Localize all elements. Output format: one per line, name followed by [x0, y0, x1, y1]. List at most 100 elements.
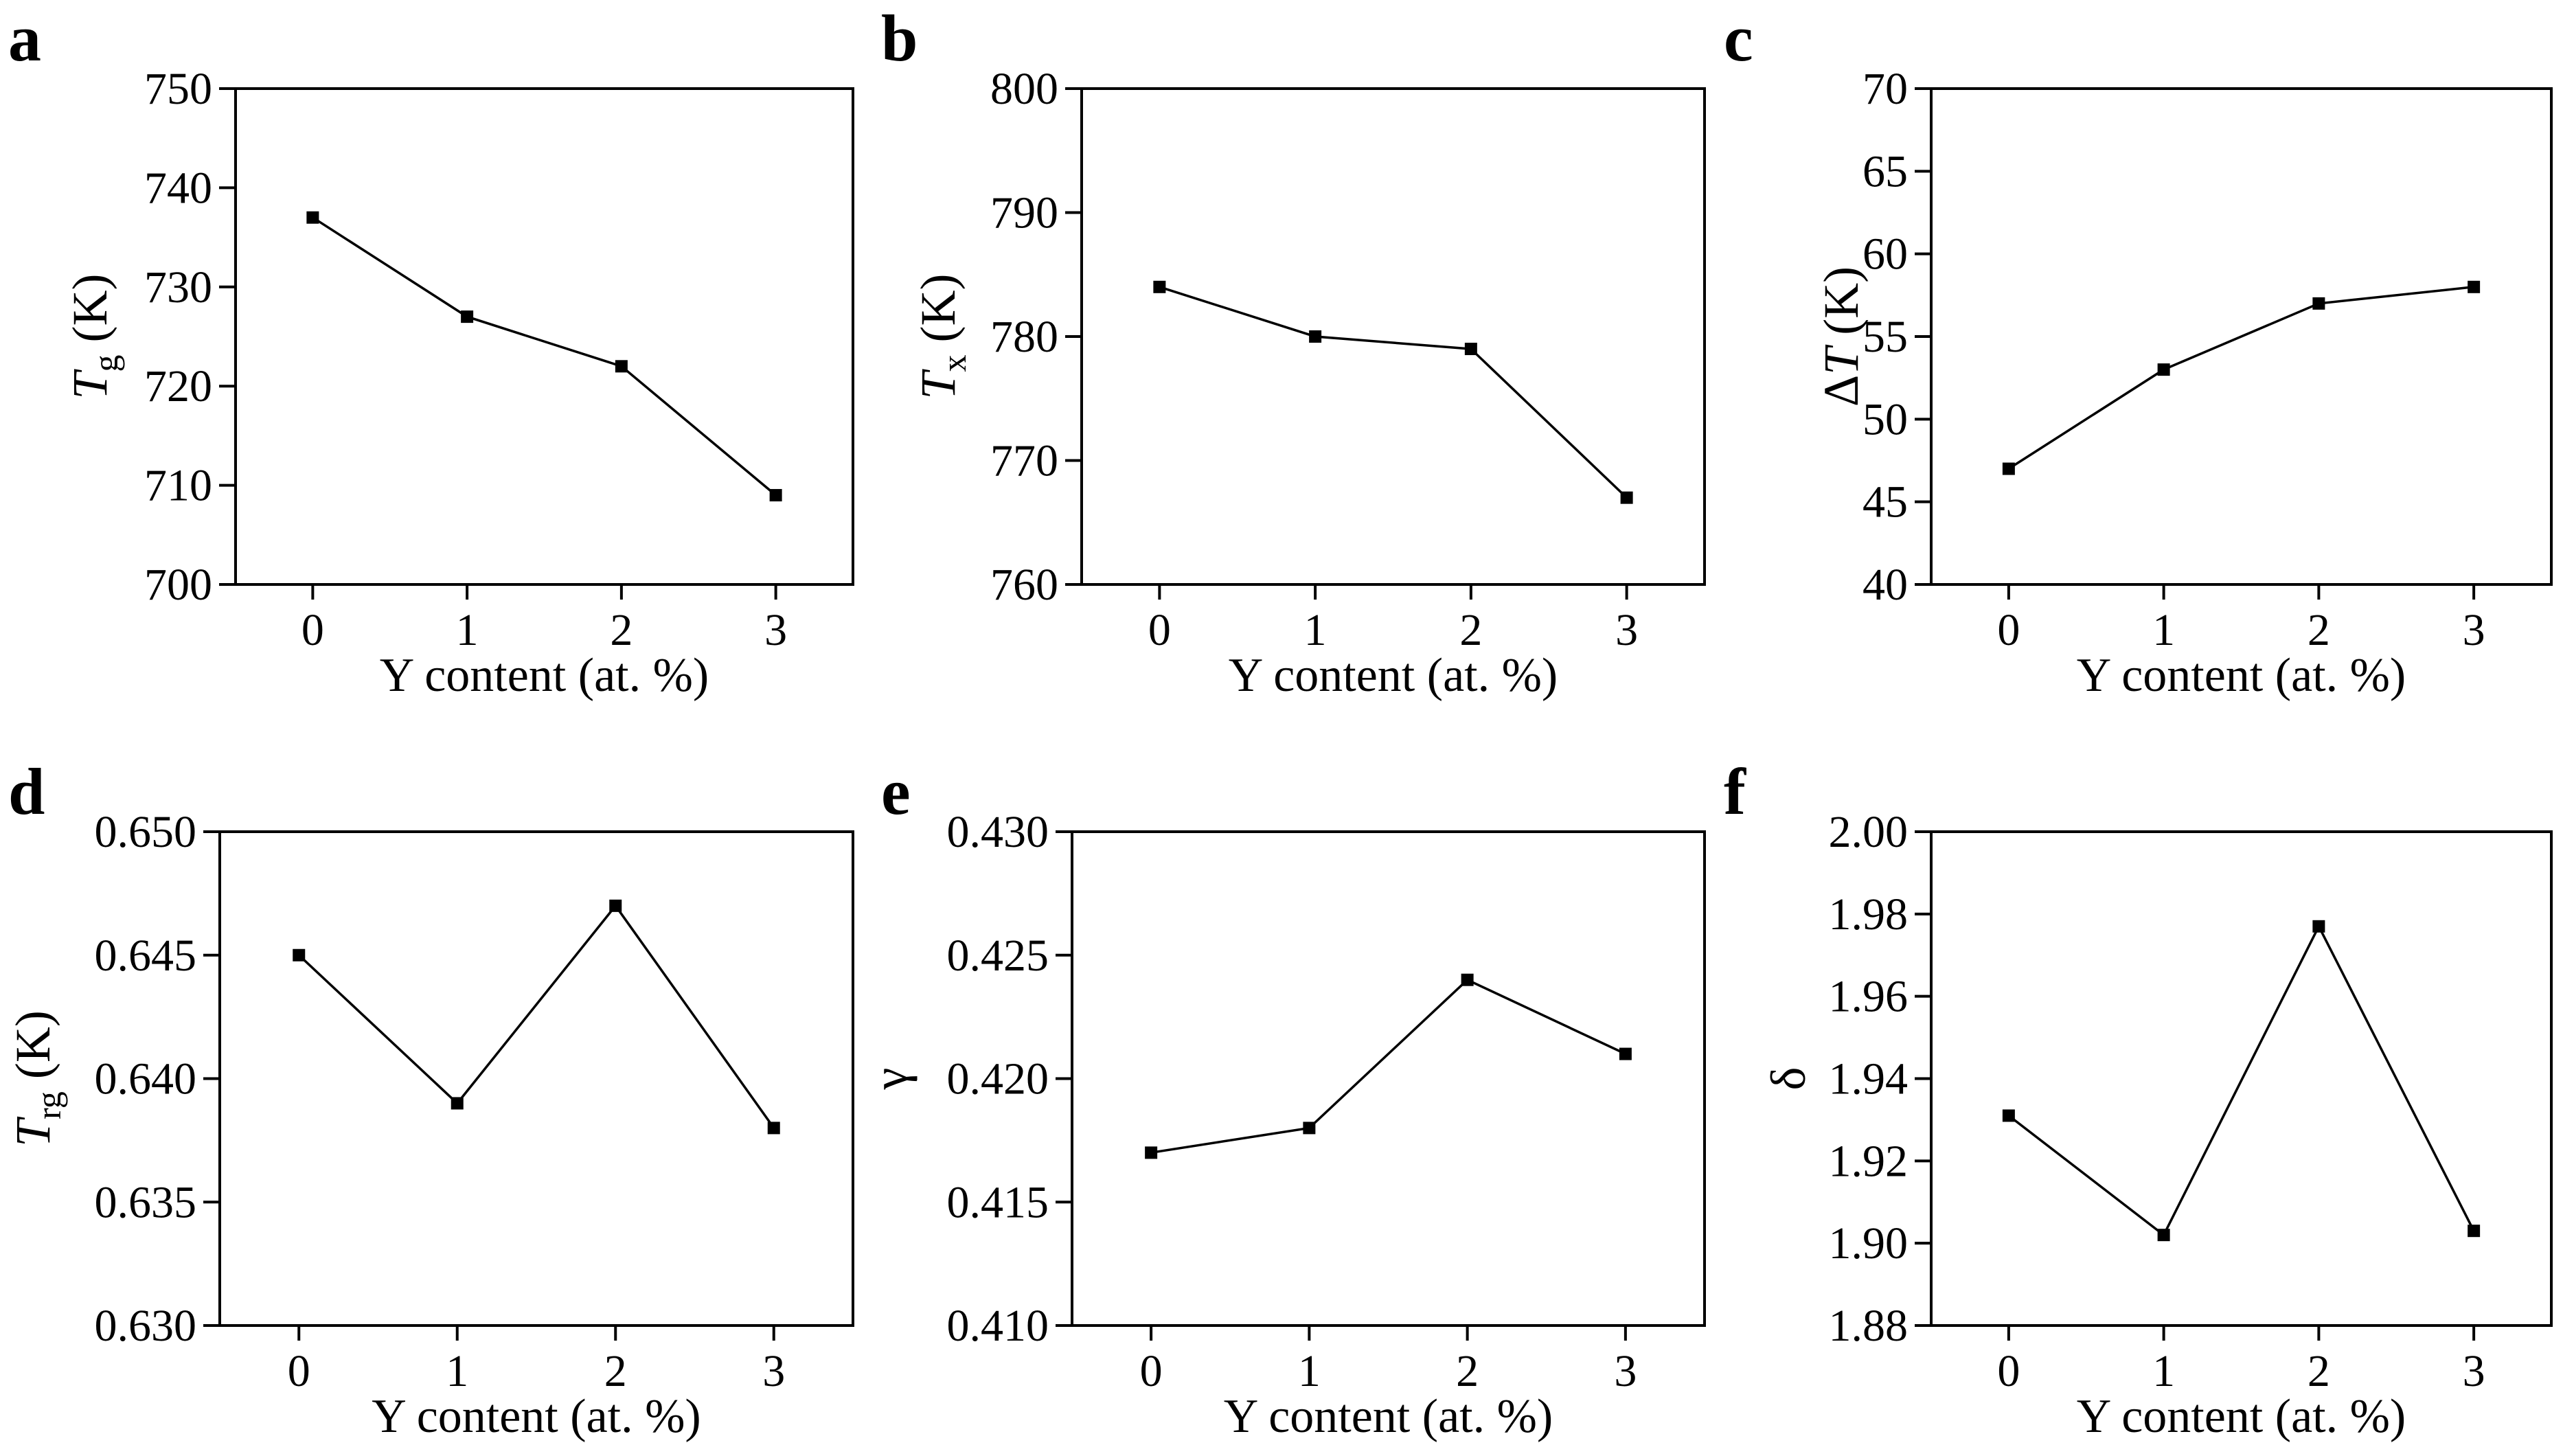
y-tick-label: 720 [144, 361, 212, 411]
plot-frame [234, 87, 854, 586]
y-tick-label: 780 [990, 312, 1058, 362]
x-tick-label: 0 [301, 605, 324, 655]
panel-letter: c [1724, 1, 1753, 75]
y-axis-label-text: δ [1761, 1067, 1816, 1091]
y-axis-label-unit: (K) [1814, 266, 1869, 348]
x-tick-label: 3 [762, 1346, 785, 1396]
y-axis-label-symbol: T [62, 369, 117, 400]
x-tick-label: 0 [1140, 1346, 1163, 1396]
panel-letter: d [8, 755, 45, 828]
data-point [2157, 1229, 2170, 1242]
y-tick-label: 770 [990, 436, 1058, 486]
x-tick-label: 0 [1997, 605, 2020, 655]
x-tick-label: 1 [1304, 605, 1327, 655]
plot-frame [1080, 87, 1706, 586]
panel-d: d 0.630 0.635 0.640 0.645 0.650 0 1 2 3 Y content … [5, 755, 854, 1443]
y-axis-label-unit: (K) [62, 274, 117, 355]
y-tick-label: 0.640 [95, 1054, 197, 1104]
panel-letter: e [881, 755, 911, 828]
y-tick-label: 0.650 [95, 807, 197, 857]
y-axis-label: Tg (K) [62, 274, 125, 400]
panel-e: e 0.410 0.415 0.420 0.425 0.430 0 1 2 3 Y content … [863, 755, 1706, 1443]
y-tick-label: 700 [144, 560, 212, 610]
data-point [451, 1097, 464, 1110]
y-tick-label: 45 [1863, 477, 1908, 527]
series-line [1159, 286, 1628, 499]
y-axis-label-text: γ [863, 1068, 918, 1091]
y-tick-label: 55 [1863, 312, 1908, 362]
x-tick-label: 3 [2463, 605, 2485, 655]
x-axis-label: Y content (at. %) [2077, 1390, 2406, 1443]
data-point [1303, 1122, 1316, 1135]
data-point [1309, 330, 1322, 343]
y-axis-label-subscript: g [87, 354, 125, 372]
series-line [1150, 978, 1626, 1154]
x-tick-label: 2 [2308, 605, 2330, 655]
series-line [298, 903, 775, 1129]
data-point [2468, 280, 2481, 293]
x-axis-label: Y content (at. %) [2077, 649, 2406, 702]
y-axis-label: Tx (K) [911, 274, 973, 400]
y-tick-label: 0.425 [947, 931, 1049, 981]
x-tick-label: 3 [1614, 1346, 1637, 1396]
plot-frame [218, 830, 854, 1327]
y-tick-label: 1.98 [1829, 889, 1909, 940]
y-tick-label: 0.630 [95, 1301, 197, 1351]
y-tick-label: 790 [990, 188, 1058, 238]
y-axis-label-symbol: T [5, 1116, 60, 1147]
x-axis-label: Y content (at. %) [1229, 649, 1558, 702]
y-tick-label: 750 [144, 64, 212, 114]
panel-letter: a [8, 1, 41, 75]
y-tick-label: 1.96 [1829, 972, 1909, 1022]
x-tick-label: 2 [604, 1346, 627, 1396]
x-tick-label: 1 [2152, 605, 2175, 655]
y-tick-label: 0.635 [95, 1177, 197, 1227]
data-point [767, 1122, 780, 1135]
y-tick-label: 70 [1863, 64, 1908, 114]
y-tick-label: 0.420 [947, 1054, 1049, 1104]
x-tick-label: 1 [1298, 1346, 1321, 1396]
data-point [306, 211, 319, 224]
y-tick-label: 740 [144, 163, 212, 213]
x-tick-label: 3 [1615, 605, 1638, 655]
y-axis-label-symbol: T [911, 369, 966, 400]
data-point [769, 489, 782, 502]
x-tick-label: 3 [2463, 1346, 2485, 1396]
series-line [2007, 923, 2475, 1237]
series-line [2007, 286, 2474, 470]
data-point [1464, 343, 1477, 356]
y-tick-label: 0.645 [95, 931, 197, 981]
x-tick-label: 1 [446, 1346, 468, 1396]
y-axis-label: ΔT (K) [1814, 266, 1869, 407]
y-axis-label-unit: (K) [5, 1010, 60, 1091]
y-tick-label: 60 [1863, 229, 1908, 280]
data-point [2312, 920, 2325, 933]
y-axis-label: γ [863, 1068, 918, 1091]
panel-c: c 40 45 50 55 60 65 70 0 1 2 3 Y content (at. %) ΔT (… [1724, 1, 2553, 702]
x-axis-label: Y content (at. %) [372, 1390, 700, 1443]
data-point [2002, 1109, 2015, 1122]
data-point [1619, 1047, 1632, 1060]
panel-f: f 1.88 1.90 1.92 1.94 1.96 1.98 2.00 0 1 2 3 Y conte… [1724, 755, 2553, 1443]
data-point [2157, 363, 2170, 376]
y-tick-label: 760 [990, 560, 1058, 610]
x-tick-label: 2 [1456, 1346, 1479, 1396]
data-point [461, 310, 474, 323]
y-tick-label: 1.94 [1829, 1054, 1909, 1104]
x-axis-label: Y content (at. %) [1224, 1390, 1553, 1443]
y-tick-label: 0.410 [947, 1301, 1049, 1351]
y-tick-label: 2.00 [1829, 807, 1909, 857]
data-point [609, 899, 622, 912]
x-tick-label: 2 [1459, 605, 1482, 655]
x-tick-label: 0 [1997, 1346, 2020, 1396]
y-tick-label: 0.430 [947, 807, 1049, 857]
y-axis-label: Trg (K) [5, 1010, 68, 1147]
panel-a: a 700 710 720 730 740 750 0 1 2 3 Y content (at. %)… [8, 1, 854, 702]
data-point [1461, 973, 1474, 986]
y-axis-label: δ [1761, 1067, 1816, 1091]
x-tick-label: 0 [1148, 605, 1171, 655]
data-point [615, 360, 628, 373]
y-tick-label: 730 [144, 262, 212, 312]
data-point [1153, 280, 1166, 293]
